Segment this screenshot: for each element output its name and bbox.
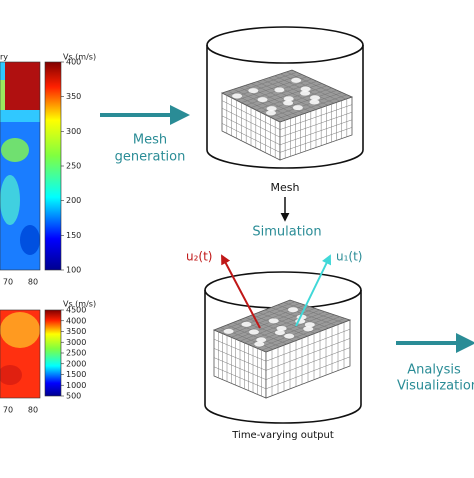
arrow (221, 254, 261, 329)
mesh-line (221, 107, 281, 138)
mesh-block (220, 69, 354, 161)
colorbar-tick-label: 1000 (66, 381, 86, 390)
colorbar-tick-label: 400 (66, 58, 81, 67)
colorbar-tick-label: 3000 (66, 338, 86, 347)
motion-label: u₂(t) (186, 250, 212, 264)
step-label: Simulation (252, 225, 321, 240)
colorbar-tick-label: 300 (66, 127, 81, 136)
mesh-patch (274, 330, 285, 336)
step-label: Mesh (133, 133, 167, 148)
output-label: Time-varying output (231, 430, 334, 441)
mesh-block (212, 299, 352, 399)
colorbar-tick-label: 2500 (66, 349, 86, 358)
mesh-line (275, 94, 348, 120)
colorbar-tick-label: 350 (66, 92, 81, 101)
mesh-line (257, 316, 341, 349)
mesh-patch (256, 337, 267, 343)
mesh-line (222, 303, 301, 334)
x-tick-label: 70 (3, 406, 13, 415)
mesh-line (250, 83, 323, 108)
velocity-map-top (0, 61, 41, 271)
colorbar-label: Vs (m/s) (63, 53, 96, 62)
colorbar-tick-label: 2000 (66, 359, 86, 368)
mesh-line (213, 348, 267, 371)
mesh-patch (309, 99, 320, 105)
mesh-line (213, 357, 267, 380)
mesh-line (218, 301, 296, 333)
step-label: Analysis (407, 363, 461, 378)
mesh-line (279, 104, 353, 130)
arrow (295, 254, 332, 327)
colorbar-tick-label: 4500 (66, 306, 86, 315)
mesh-line (265, 90, 338, 115)
mesh-line (265, 328, 351, 362)
mesh-patch (276, 325, 287, 331)
colorbar (44, 309, 62, 397)
mesh-line (246, 81, 318, 106)
mesh-patch (257, 97, 268, 103)
mesh-patch (283, 100, 294, 106)
mesh-patch (310, 95, 320, 101)
mesh-line (261, 318, 346, 351)
motion-label: u₁(t) (336, 250, 362, 264)
mesh-line (270, 92, 343, 118)
mesh-patch (284, 333, 295, 339)
cylinder (206, 26, 364, 169)
mesh-line (279, 127, 353, 153)
mesh-patch (274, 87, 285, 93)
mesh-patch (300, 90, 311, 96)
mesh-line (252, 314, 336, 347)
velocity-map-bottom (0, 309, 41, 399)
mesh-line (213, 366, 267, 390)
x-tick-label: 70 (3, 278, 13, 287)
colorbar (44, 61, 62, 271)
colorbar-tick-label: 100 (66, 266, 81, 275)
mesh-line (279, 119, 353, 146)
mesh-patch (300, 86, 311, 92)
mesh-patch (248, 329, 259, 335)
mesh-patch (288, 307, 298, 313)
mesh-patch (291, 77, 302, 83)
colorbar-tick-label: 3500 (66, 327, 86, 336)
mesh-line (226, 72, 298, 96)
colorbar-tick-label: 1500 (66, 370, 86, 379)
mesh-line (265, 347, 351, 380)
mesh-patch (304, 322, 315, 328)
map-title-fragment: ry (0, 53, 8, 62)
mesh-patch (303, 326, 314, 332)
x-tick-label: 80 (28, 406, 38, 415)
mesh-line (213, 338, 267, 362)
mesh-line (265, 338, 351, 371)
mesh-patch (241, 321, 252, 327)
x-tick-label: 80 (28, 278, 38, 287)
mesh-patch (268, 318, 279, 324)
mesh-patch (223, 328, 234, 334)
step-label: Visualization (397, 379, 474, 394)
mesh-patch (266, 106, 277, 112)
mesh-patch (283, 96, 294, 102)
colorbar-tick-label: 250 (66, 162, 81, 171)
mesh-line (265, 356, 351, 390)
mesh-patch (232, 93, 243, 99)
step-label: generation (115, 150, 186, 165)
colorbar-tick-label: 150 (66, 231, 81, 240)
mesh-line (239, 309, 321, 342)
mesh-line (279, 111, 353, 138)
mesh-patch (266, 110, 276, 116)
mesh-line (231, 74, 303, 99)
colorbar-tick-label: 500 (66, 392, 81, 401)
colorbar-label: Vs (m/s) (63, 300, 96, 309)
mesh-patch (292, 105, 303, 111)
mesh-label: Mesh (271, 181, 300, 194)
mesh-line (221, 115, 281, 146)
mesh-patch (254, 341, 265, 347)
colorbar-tick-label: 200 (66, 196, 81, 205)
mesh-patch (248, 88, 259, 94)
colorbar-tick-label: 4000 (66, 316, 86, 325)
mesh-line (221, 123, 281, 153)
mesh-line (221, 100, 281, 130)
